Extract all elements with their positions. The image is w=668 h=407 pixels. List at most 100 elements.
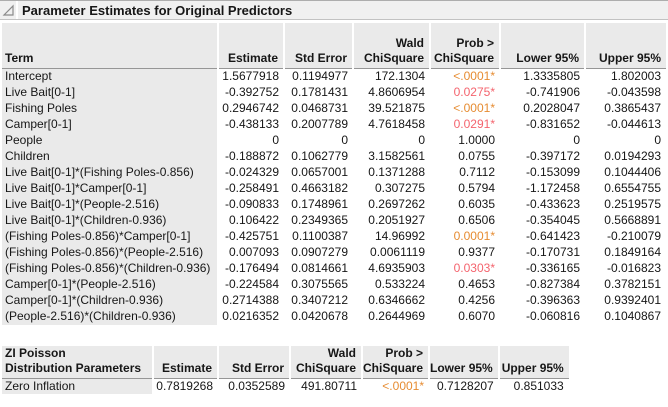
cell-std-error: 0.2007789: [284, 116, 353, 133]
cell-lower-95: -0.741906: [500, 84, 585, 101]
cell-estimate: -0.392752: [218, 84, 284, 101]
disclosure-open-icon[interactable]: [0, 1, 18, 19]
cell-term: Live Bait[0-1]*(People-2.516): [2, 196, 219, 213]
cell-wald-chisquare: 491.80711: [290, 378, 362, 394]
cell-std-error: 0.0468731: [284, 100, 353, 117]
zi-col-header-wald-chisquare: Wald ChiSquare: [290, 345, 363, 379]
zi-col-header-wald-line1: Wald: [327, 345, 356, 360]
cell-lower-95: 1.3335805: [500, 68, 585, 85]
cell-prob-chisquare: 0.7112: [430, 164, 500, 181]
col-header-wald-line2: ChiSquare: [363, 51, 424, 65]
parameter-estimates-table: Term Estimate Std Error Wald ChiSquare P…: [2, 23, 666, 325]
cell-term: Intercept: [2, 68, 219, 85]
cell-upper-95: 0: [585, 132, 666, 149]
col-header-upper-95: Upper 95%: [585, 23, 666, 69]
cell-wald-chisquare: 0.2051927: [353, 212, 430, 229]
col-header-prob-line1: Prob >: [456, 36, 494, 50]
zi-col-header-estimate: Estimate: [153, 345, 219, 379]
cell-std-error: 0.1748961: [284, 196, 353, 213]
cell-wald-chisquare: 0.2644969: [353, 308, 430, 325]
table-row: Zero Inflation 0.7819268 0.0352589 491.8…: [2, 378, 569, 394]
col-header-lower-95: Lower 95%: [500, 23, 586, 69]
zi-header-title-line2: Distribution Parameters: [5, 360, 142, 375]
table-row: Children -0.188872 0.1062779 3.1582561 0…: [2, 148, 666, 165]
outline-titlebar[interactable]: Parameter Estimates for Original Predict…: [0, 0, 668, 20]
cell-wald-chisquare: 14.96992: [353, 228, 430, 245]
cell-term: Camper[0-1]: [2, 116, 219, 133]
cell-lower-95: -0.336165: [500, 260, 585, 277]
cell-term: Live Bait[0-1]*(Children-0.936): [2, 212, 219, 229]
cell-wald-chisquare: 0.6346662: [353, 292, 430, 309]
zi-col-header-term: ZI Poisson Distribution Parameters: [2, 345, 154, 379]
cell-wald-chisquare: 39.521875: [353, 100, 430, 117]
report-panel: Parameter Estimates for Original Predict…: [0, 0, 668, 394]
cell-wald-chisquare: 0.0061119: [353, 244, 430, 261]
table-row: Live Bait[0-1]*Camper[0-1] -0.258491 0.4…: [2, 180, 666, 197]
col-header-wald-chisquare: Wald ChiSquare: [353, 23, 431, 69]
cell-upper-95: -0.210079: [585, 228, 666, 245]
cell-wald-chisquare: 0.307275: [353, 180, 430, 197]
cell-upper-95: -0.044613: [585, 116, 666, 133]
cell-wald-chisquare: 172.1304: [353, 68, 430, 85]
cell-lower-95: -0.831652: [500, 116, 585, 133]
cell-lower-95: -0.827384: [500, 276, 585, 293]
cell-lower-95: -1.172458: [500, 180, 585, 197]
cell-estimate: -0.425751: [218, 228, 284, 245]
cell-upper-95: -0.043598: [585, 84, 666, 101]
cell-lower-95: 0.2028047: [500, 100, 585, 117]
cell-std-error: 0.0420678: [284, 308, 353, 325]
cell-term: Zero Inflation: [2, 378, 154, 394]
table-row: Intercept 1.5677918 0.1194977 172.1304 <…: [2, 68, 666, 85]
cell-estimate: 1.5677918: [218, 68, 284, 85]
outline-title: Parameter Estimates for Original Predict…: [22, 2, 293, 18]
cell-upper-95: 0.6554755: [585, 180, 666, 197]
cell-estimate: -0.176494: [218, 260, 284, 277]
cell-term: Children: [2, 148, 219, 165]
cell-prob-chisquare: 0.9377: [430, 244, 500, 261]
cell-estimate: -0.438133: [218, 116, 284, 133]
cell-prob-chisquare: 0.5794: [430, 180, 500, 197]
cell-term: (Fishing Poles-0.856)*Camper[0-1]: [2, 228, 219, 245]
cell-wald-chisquare: 4.7618458: [353, 116, 430, 133]
table-row: (Fishing Poles-0.856)*(People-2.516) 0.0…: [2, 244, 666, 261]
cell-estimate: 0.7819268: [153, 378, 218, 394]
cell-wald-chisquare: 0.533224: [353, 276, 430, 293]
cell-lower-95: -0.170731: [500, 244, 585, 261]
table-row: Camper[0-1]*(People-2.516) -0.224584 0.3…: [2, 276, 666, 293]
cell-wald-chisquare: 0: [353, 132, 430, 149]
cell-estimate: -0.188872: [218, 148, 284, 165]
cell-estimate: 0: [218, 132, 284, 149]
cell-estimate: 0.007093: [218, 244, 284, 261]
cell-lower-95: -0.397172: [500, 148, 585, 165]
cell-term: Live Bait[0-1]*Camper[0-1]: [2, 180, 219, 197]
cell-prob-chisquare: 0.0303*: [430, 260, 500, 277]
cell-term: Camper[0-1]*(Children-0.936): [2, 292, 219, 309]
cell-upper-95: -0.016823: [585, 260, 666, 277]
cell-prob-chisquare: 0.0001*: [430, 228, 500, 245]
cell-prob-chisquare: 0.4256: [430, 292, 500, 309]
cell-std-error: 0.0657001: [284, 164, 353, 181]
zi-header-row: ZI Poisson Distribution Parameters Estim…: [2, 345, 569, 379]
cell-estimate: 0.0216352: [218, 308, 284, 325]
cell-term: People: [2, 132, 219, 149]
cell-upper-95: 0.2519575: [585, 196, 666, 213]
cell-estimate: -0.258491: [218, 180, 284, 197]
cell-upper-95: 1.802003: [585, 68, 666, 85]
cell-prob-chisquare: 0.6070: [430, 308, 500, 325]
zi-col-header-upper-95: Upper 95%: [498, 345, 569, 379]
cell-lower-95: -0.396363: [500, 292, 585, 309]
col-header-std-error: Std Error: [284, 23, 354, 69]
cell-prob-chisquare: 0.0291*: [430, 116, 500, 133]
cell-prob-chisquare: 0.0755: [430, 148, 500, 165]
cell-std-error: 0.4663182: [284, 180, 353, 197]
table-row: Live Bait[0-1]*(Fishing Poles-0.856) -0.…: [2, 164, 666, 181]
cell-term: Live Bait[0-1]: [2, 84, 219, 101]
cell-term: Live Bait[0-1]*(Fishing Poles-0.856): [2, 164, 219, 181]
cell-wald-chisquare: 4.8606954: [353, 84, 430, 101]
cell-std-error: 0.1062779: [284, 148, 353, 165]
cell-std-error: 0.0814661: [284, 260, 353, 277]
cell-term: (Fishing Poles-0.856)*(Children-0.936): [2, 260, 219, 277]
zi-col-header-prob-chisquare: Prob > ChiSquare: [362, 345, 431, 379]
cell-std-error: 0.2349365: [284, 212, 353, 229]
cell-upper-95: 0.3782151: [585, 276, 666, 293]
